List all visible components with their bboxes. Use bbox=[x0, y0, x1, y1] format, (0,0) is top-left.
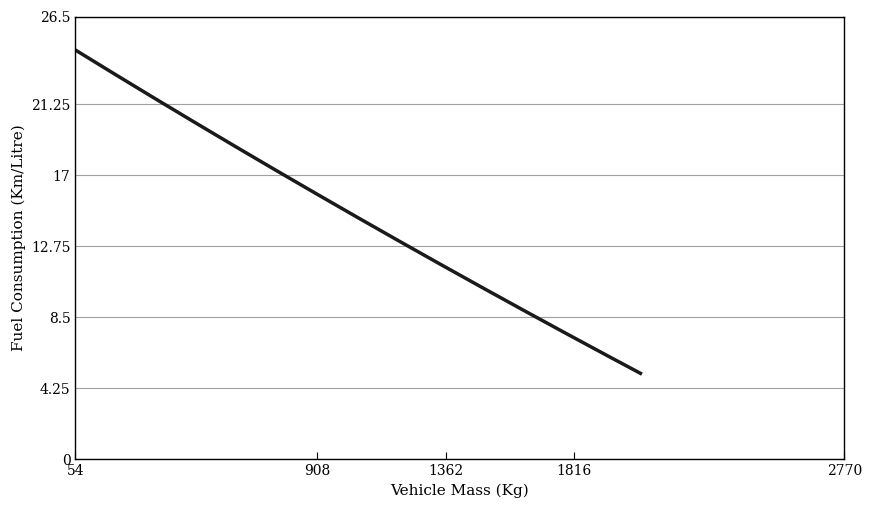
X-axis label: Vehicle Mass (Kg): Vehicle Mass (Kg) bbox=[390, 484, 529, 498]
Y-axis label: Fuel Consumption (Km/Litre): Fuel Consumption (Km/Litre) bbox=[11, 125, 25, 351]
